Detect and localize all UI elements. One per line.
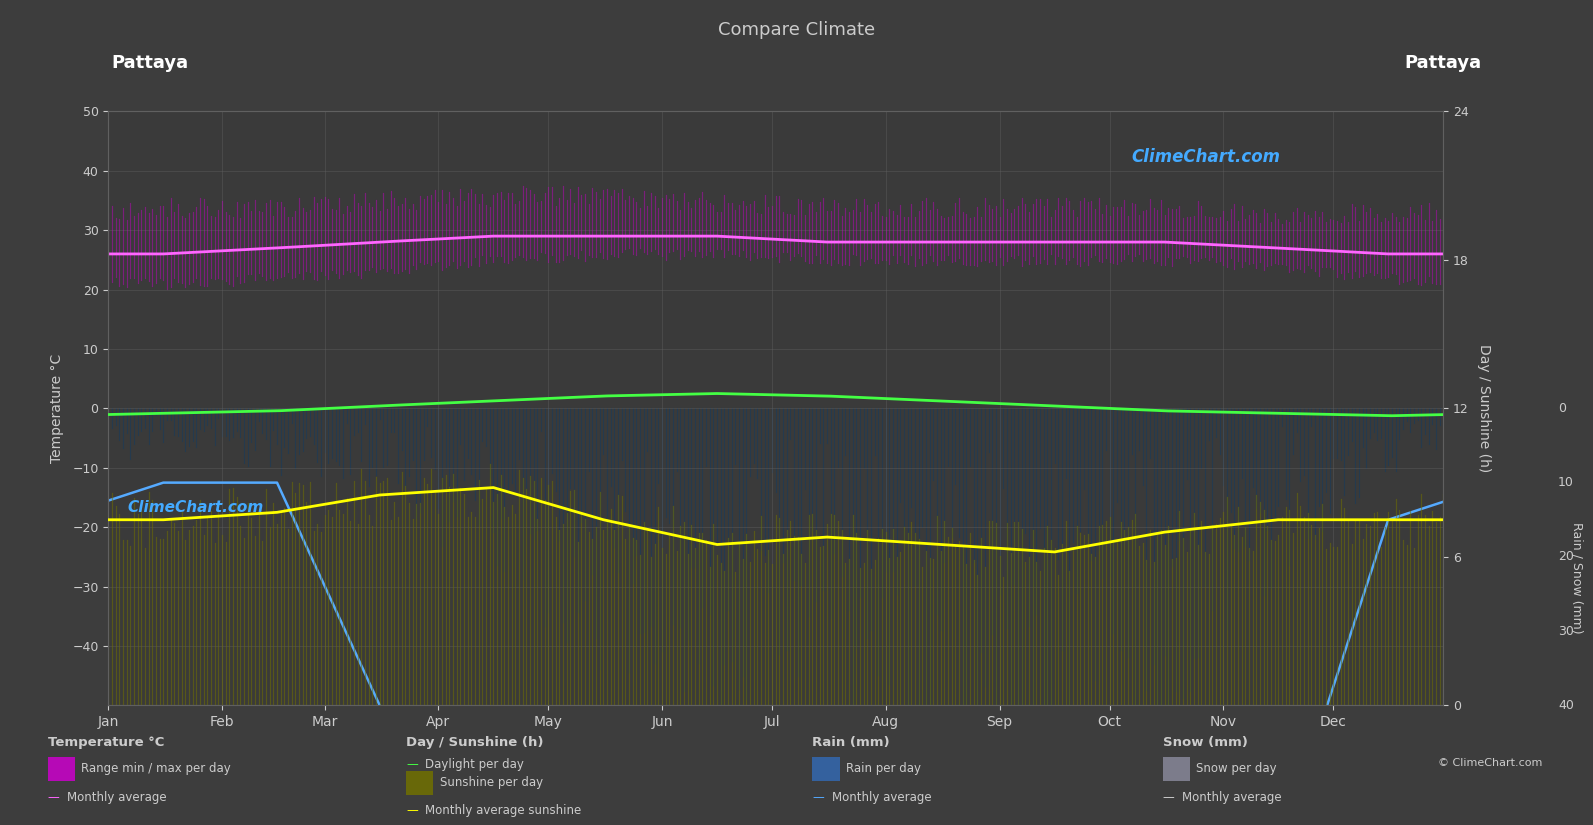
Bar — [812, 757, 840, 781]
Text: —: — — [1163, 791, 1174, 804]
Text: Sunshine per day: Sunshine per day — [440, 776, 543, 790]
Text: Pattaya: Pattaya — [1405, 54, 1481, 72]
Y-axis label: Temperature °C: Temperature °C — [49, 354, 64, 463]
Text: —: — — [406, 758, 417, 771]
Bar — [1163, 757, 1190, 781]
Text: Rain per day: Rain per day — [846, 762, 921, 776]
Text: © ClimeChart.com: © ClimeChart.com — [1437, 758, 1542, 768]
Text: Day / Sunshine (h): Day / Sunshine (h) — [406, 736, 543, 749]
Text: 0: 0 — [1558, 402, 1566, 415]
Text: —: — — [812, 791, 824, 804]
Text: Rain (mm): Rain (mm) — [812, 736, 890, 749]
Text: Range min / max per day: Range min / max per day — [81, 762, 231, 776]
Text: Daylight per day: Daylight per day — [425, 758, 524, 771]
Text: 10: 10 — [1558, 476, 1574, 489]
Text: 40: 40 — [1558, 699, 1574, 712]
Text: Compare Climate: Compare Climate — [718, 21, 875, 39]
Text: Monthly average sunshine: Monthly average sunshine — [425, 804, 581, 817]
Text: 30: 30 — [1558, 625, 1574, 638]
Bar — [48, 757, 75, 781]
Text: —: — — [48, 791, 59, 804]
Text: ClimeChart.com: ClimeChart.com — [127, 500, 264, 515]
Text: Snow (mm): Snow (mm) — [1163, 736, 1247, 749]
Text: 20: 20 — [1558, 550, 1574, 563]
Text: Rain / Snow (mm): Rain / Snow (mm) — [1571, 521, 1583, 634]
Text: —: — — [406, 804, 417, 817]
Bar — [406, 771, 433, 795]
Text: Temperature °C: Temperature °C — [48, 736, 164, 749]
Text: Monthly average: Monthly average — [67, 791, 167, 804]
Text: Monthly average: Monthly average — [1182, 791, 1282, 804]
Text: Monthly average: Monthly average — [832, 791, 932, 804]
Text: Snow per day: Snow per day — [1196, 762, 1278, 776]
Text: ClimeChart.com: ClimeChart.com — [1131, 148, 1281, 166]
Y-axis label: Day / Sunshine (h): Day / Sunshine (h) — [1477, 344, 1491, 473]
Text: Pattaya: Pattaya — [112, 54, 188, 72]
